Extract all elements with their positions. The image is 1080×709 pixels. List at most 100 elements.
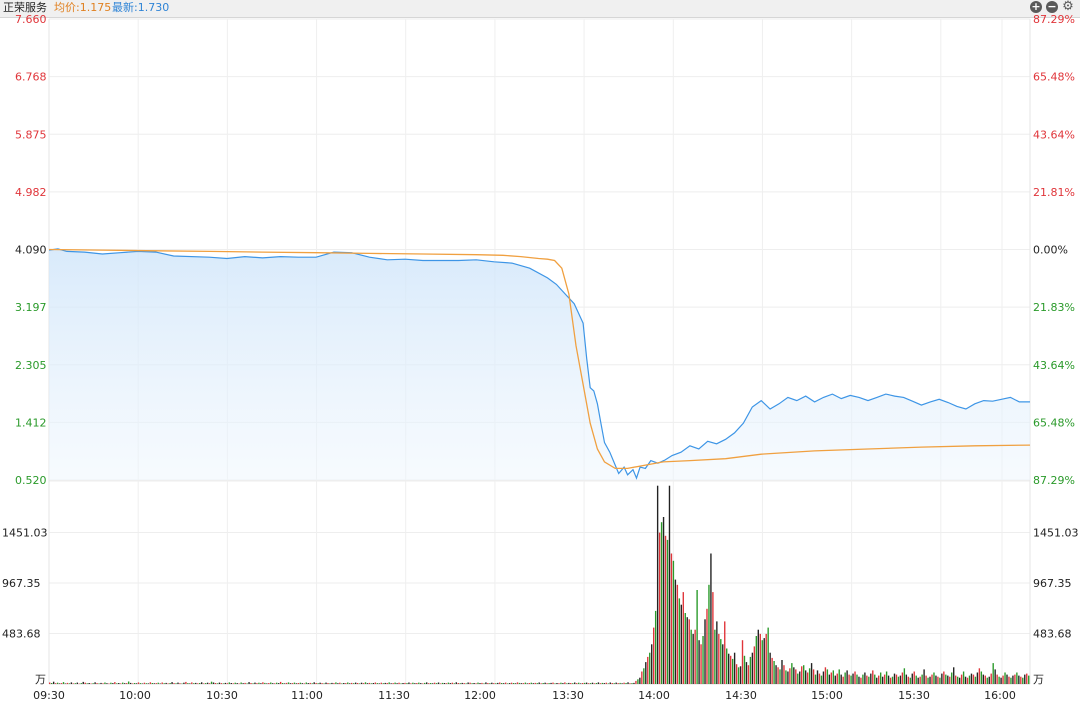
volume-bar xyxy=(546,683,548,684)
volume-bar xyxy=(579,683,582,684)
volume-bar xyxy=(360,682,363,684)
volume-bar xyxy=(643,668,645,684)
volume-bar xyxy=(352,683,355,684)
volume-bar xyxy=(331,682,333,684)
volume-tick-left: 967.35 xyxy=(2,577,41,590)
volume-bar xyxy=(212,682,215,684)
volume-bar xyxy=(416,683,418,684)
volume-bar xyxy=(901,672,904,684)
volume-bar xyxy=(185,681,187,684)
volume-tick-left: 483.68 xyxy=(2,628,41,641)
volume-bar xyxy=(903,668,906,684)
volume-bar xyxy=(197,683,199,684)
price-tick-left: 2.305 xyxy=(15,359,47,372)
volume-bar xyxy=(670,553,673,684)
volume-bar xyxy=(481,682,483,684)
volume-bar xyxy=(305,682,307,684)
zoom-out-icon[interactable]: − xyxy=(1046,0,1058,13)
volume-bar xyxy=(206,682,209,684)
volume-bar xyxy=(759,633,761,684)
volume-bar xyxy=(735,664,738,684)
volume-bar xyxy=(163,683,165,684)
settings-icon[interactable]: ⚙ xyxy=(1062,0,1074,14)
volume-bar xyxy=(54,683,57,684)
volume-bar xyxy=(485,682,487,684)
volume-bar xyxy=(747,665,750,684)
volume-bar xyxy=(757,629,759,684)
volume-bar xyxy=(356,683,359,684)
volume-bar xyxy=(159,683,161,684)
volume-bar xyxy=(552,682,554,684)
volume-bar xyxy=(250,683,252,684)
volume-bar xyxy=(972,674,975,684)
volume-bar xyxy=(351,682,353,684)
volume-bar xyxy=(986,677,988,684)
avg-price-label: 均价:1.175 xyxy=(54,1,112,14)
volume-bar xyxy=(268,683,270,684)
volume-bar xyxy=(202,683,205,684)
volume-bar xyxy=(998,676,1000,684)
volume-bar xyxy=(577,682,580,684)
volume-bar xyxy=(441,682,444,684)
volume-bar xyxy=(392,683,394,684)
volume-bar xyxy=(587,683,590,684)
volume-bar xyxy=(244,682,246,684)
volume-bar xyxy=(1018,675,1020,684)
volume-bar xyxy=(791,663,793,684)
volume-bar xyxy=(913,671,915,684)
time-tick: 11:30 xyxy=(378,689,410,702)
volume-bar xyxy=(915,675,917,684)
volume-bar xyxy=(737,667,740,684)
volume-bar xyxy=(76,682,79,684)
volume-bar xyxy=(599,683,602,684)
volume-bar xyxy=(171,682,173,684)
volume-bar xyxy=(157,682,159,684)
volume-bar xyxy=(453,683,456,684)
volume-bar xyxy=(654,610,657,684)
volume-bar xyxy=(1026,673,1028,684)
volume-bar xyxy=(504,682,507,684)
volume-bar xyxy=(439,683,442,684)
volume-bar xyxy=(110,682,112,684)
volume-bar xyxy=(479,683,481,684)
zoom-in-icon[interactable]: + xyxy=(1030,0,1042,13)
volume-bars xyxy=(49,485,1030,684)
volume-bar xyxy=(372,683,375,684)
header-controls: + − ⚙ xyxy=(1030,0,1074,14)
volume-bar xyxy=(167,683,169,684)
volume-bar xyxy=(769,652,771,684)
volume-bar xyxy=(935,675,937,684)
volume-bar xyxy=(396,683,398,684)
volume-bar xyxy=(161,682,163,684)
volume-bar xyxy=(175,683,177,684)
volume-bar xyxy=(266,683,268,684)
volume-bar xyxy=(238,683,240,684)
volume-bar xyxy=(325,682,327,684)
price-line xyxy=(48,248,1030,480)
volume-bar xyxy=(881,676,884,684)
volume-bar xyxy=(731,658,734,684)
volume-bar xyxy=(49,682,51,684)
volume-bar xyxy=(591,682,594,684)
volume-bar xyxy=(246,683,248,684)
volume-bar xyxy=(923,669,925,684)
volume-bar xyxy=(816,670,819,684)
volume-bar xyxy=(755,636,758,684)
volume-bar xyxy=(984,675,986,684)
volume-bar xyxy=(613,683,615,684)
volume-bar xyxy=(570,683,572,684)
volume-bar xyxy=(1000,677,1002,684)
price-tick-right: 65.48% xyxy=(1033,416,1075,429)
volume-bar xyxy=(404,682,406,684)
volume-bar xyxy=(226,683,229,684)
volume-bar xyxy=(629,683,631,684)
time-tick: 15:00 xyxy=(811,689,843,702)
time-tick: 12:00 xyxy=(464,689,496,702)
volume-bar xyxy=(471,683,473,684)
volume-bar xyxy=(860,677,862,684)
volume-bar xyxy=(660,522,663,684)
volume-bar xyxy=(583,682,586,684)
volume-bar xyxy=(495,683,497,684)
volume-bar xyxy=(623,682,625,684)
